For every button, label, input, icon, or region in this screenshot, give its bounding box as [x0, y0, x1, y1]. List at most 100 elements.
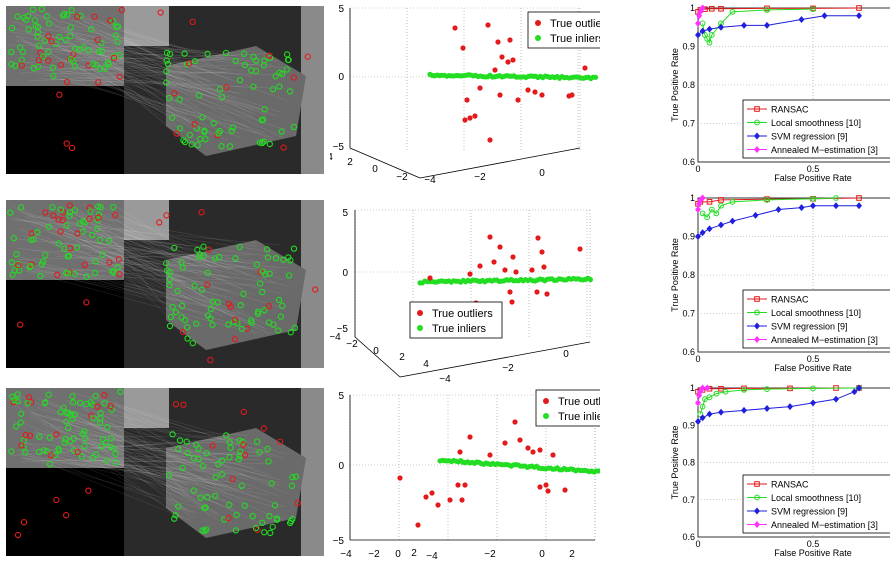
legend-inliers-label: True inliers	[550, 33, 600, 45]
legend-label: Local smoothness [10]	[771, 308, 861, 318]
outlier-point	[517, 437, 522, 442]
tick-label: −4	[330, 332, 341, 343]
legend-outliers-label: True outliers	[550, 18, 600, 30]
tick-label: −4	[424, 175, 436, 186]
outlier-point	[492, 67, 497, 72]
tick-label: 2	[569, 549, 575, 560]
tick-label: −2	[484, 549, 496, 560]
tick-label: −2	[368, 549, 380, 560]
legend-outliers-label: True outliers	[432, 308, 493, 320]
outlier-point	[550, 452, 555, 457]
outlier-point	[532, 89, 537, 94]
legend-label: RANSAC	[771, 295, 809, 305]
tick-label: 0	[539, 168, 545, 179]
outlier-point	[397, 475, 402, 480]
outlier-point	[429, 490, 434, 495]
outlier-point	[477, 85, 482, 90]
legend-label: SVM regression [9]	[771, 322, 848, 332]
outlier-point	[539, 92, 544, 97]
photo-wall	[301, 388, 324, 556]
legend-outlier-marker	[535, 20, 541, 26]
tick-label: 5	[338, 391, 344, 402]
legend-outlier-marker	[417, 310, 423, 316]
photo-row1	[6, 6, 324, 174]
tick-label: 0	[563, 349, 569, 360]
tick-label: −2	[346, 339, 358, 350]
outlier-point	[515, 97, 520, 102]
outlier-point	[477, 263, 482, 268]
y-axis-label: True Positive Rate	[670, 48, 680, 122]
tick-label: 1	[690, 3, 695, 13]
tick-label: 0.9	[682, 420, 695, 430]
outlier-point	[472, 113, 477, 118]
outlier-point	[467, 115, 472, 120]
outlier-point	[462, 117, 467, 122]
outlier-point	[464, 97, 469, 102]
tick-label: 0	[695, 354, 700, 364]
legend-label: Annealed M−estimation [3]	[771, 520, 878, 530]
legend-inliers-label: True inliers	[432, 323, 486, 335]
photo-inset-blank	[6, 280, 124, 368]
outlier-point	[487, 452, 492, 457]
outlier-point	[510, 57, 515, 62]
tick-label: −2	[502, 363, 514, 374]
outlier-point	[537, 484, 542, 489]
legend-inliers-label: True inliers	[558, 411, 600, 423]
tick-label: 0.6	[682, 347, 695, 357]
legend-label: Annealed M−estimation [3]	[771, 335, 878, 345]
outlier-point	[487, 137, 492, 142]
tick-label: −2	[474, 172, 486, 183]
outlier-point	[499, 54, 504, 59]
legend-outliers-label: True outliers	[558, 396, 600, 408]
tick-label: 0	[373, 346, 379, 357]
outlier-point	[569, 92, 574, 97]
tick-label: 0	[395, 549, 401, 560]
legend-label: Annealed M−estimation [3]	[771, 145, 878, 155]
outlier-point	[435, 502, 440, 507]
photo-row2	[6, 200, 324, 368]
outlier-point	[460, 45, 465, 50]
photo-row3	[6, 388, 324, 556]
outlier-point	[512, 419, 517, 424]
tick-label: 0.8	[682, 80, 695, 90]
tick-label: 0.6	[682, 532, 695, 542]
tick-label: 0.7	[682, 119, 695, 129]
tick-label: 0	[372, 164, 378, 175]
y-axis-label: True Positive Rate	[670, 426, 680, 500]
legend-label: Local smoothness [10]	[771, 118, 861, 128]
tick-label: −4	[340, 549, 352, 560]
outlier-point	[495, 39, 500, 44]
x-axis-label: False Positive Rate	[774, 548, 852, 558]
outlier-point	[507, 37, 512, 42]
tick-label: −5	[333, 536, 345, 547]
tick-label: 0	[695, 164, 700, 174]
outlier-point	[562, 487, 567, 492]
inlier-point	[593, 75, 598, 80]
outlier-point	[459, 497, 464, 502]
outlier-point	[545, 488, 550, 493]
tick-label: 0.7	[682, 309, 695, 319]
outlier-point	[543, 482, 548, 487]
outlier-point	[539, 249, 544, 254]
outlier-point	[510, 254, 515, 259]
outlier-point	[415, 522, 420, 527]
legend-inlier-marker	[543, 413, 549, 419]
tick-label: 0	[695, 539, 700, 549]
outlier-point	[509, 299, 514, 304]
photo-wall	[301, 200, 324, 368]
tick-label: 0.8	[682, 270, 695, 280]
outlier-point	[505, 59, 510, 64]
outlier-point	[497, 92, 502, 97]
outlier-point	[582, 65, 587, 70]
legend-label: RANSAC	[771, 105, 809, 115]
outlier-point	[502, 440, 507, 445]
tick-label: −2	[396, 172, 408, 183]
tick-label: 0	[338, 72, 344, 83]
legend-label: SVM regression [9]	[771, 132, 848, 142]
photo-wall	[301, 6, 324, 174]
tick-label: 1	[690, 193, 695, 203]
